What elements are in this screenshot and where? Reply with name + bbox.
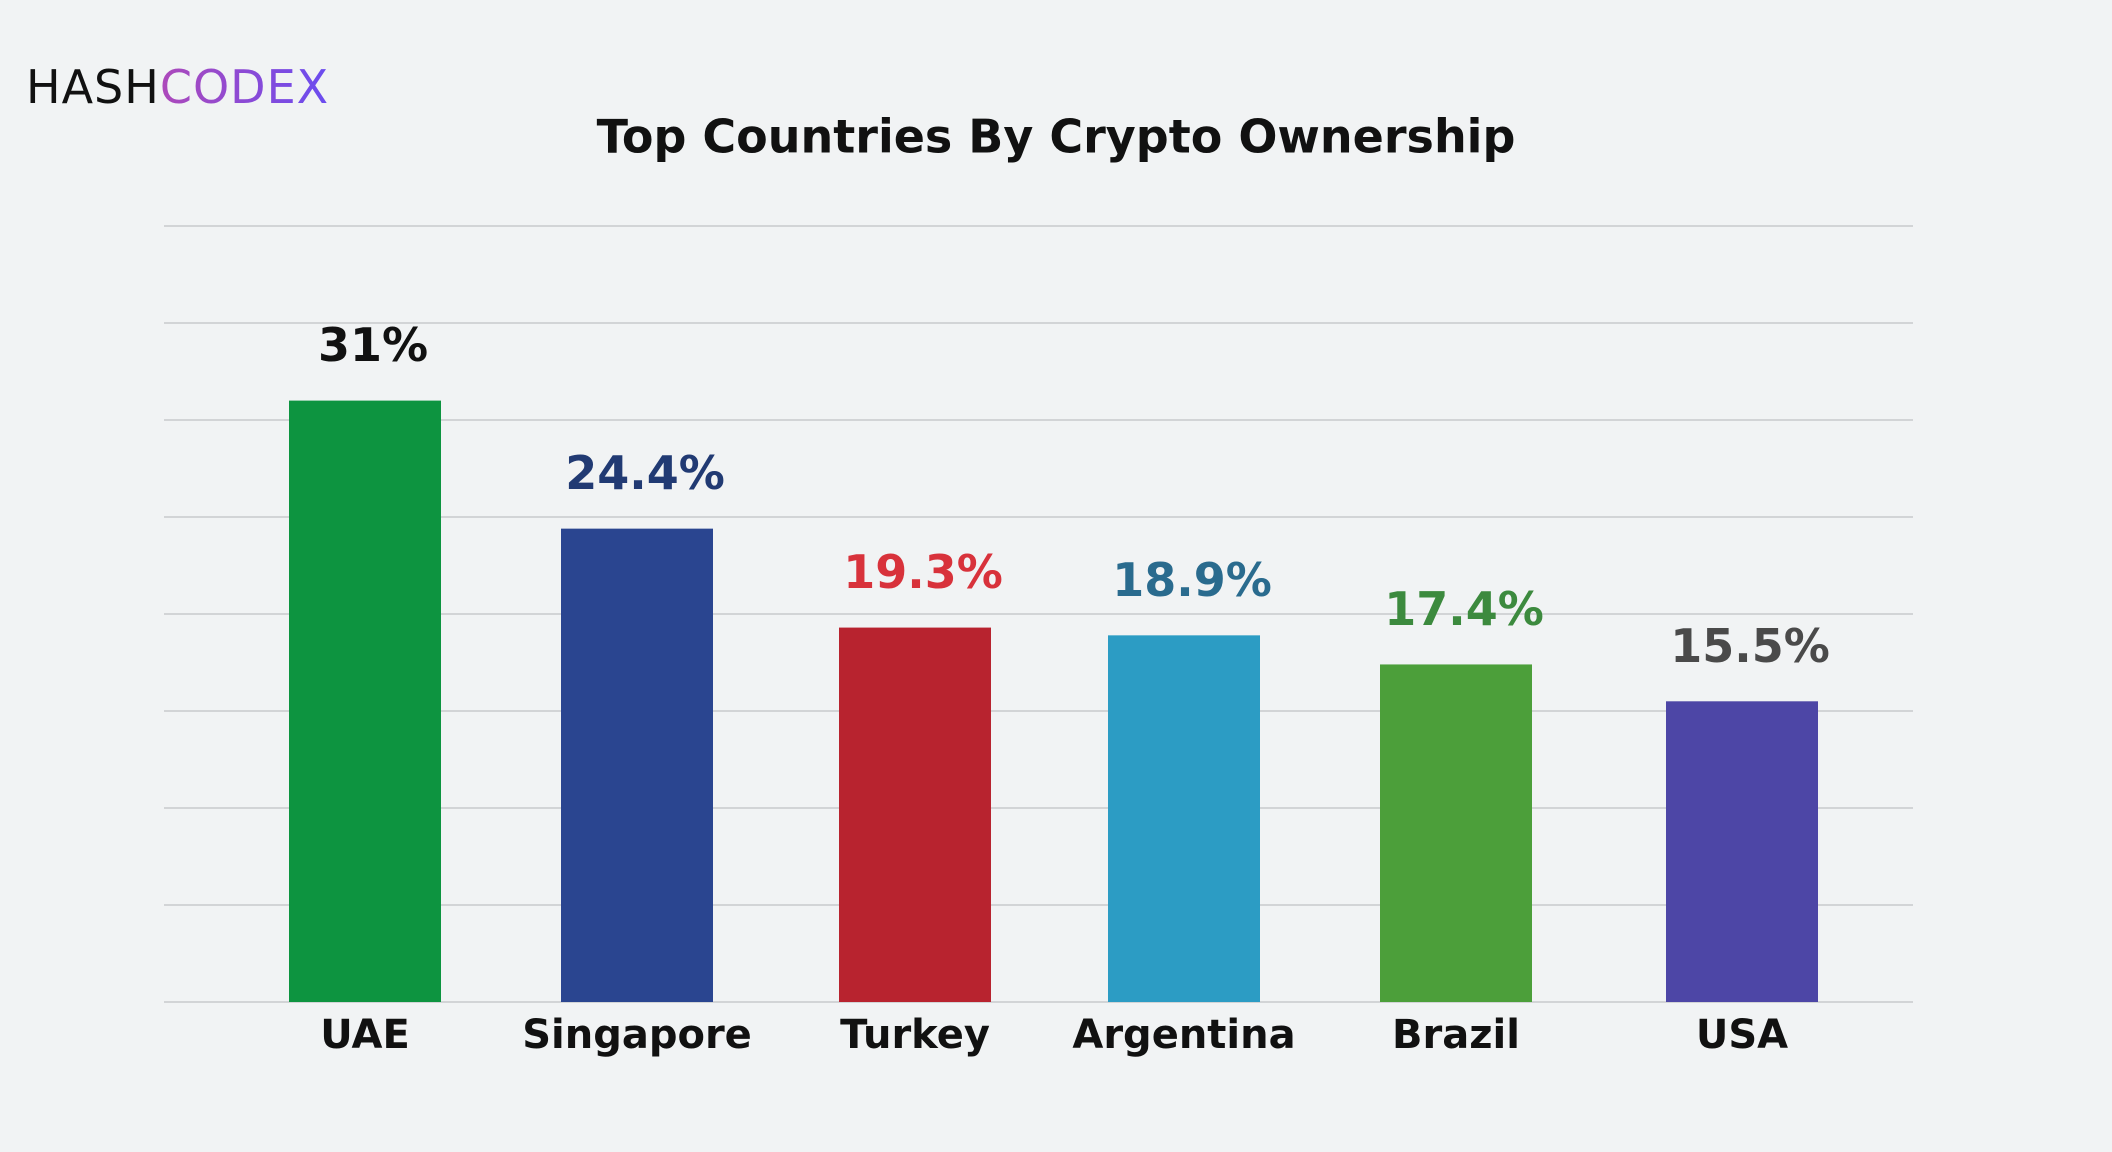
chart-title: Top Countries By Crypto Ownership xyxy=(597,110,1516,164)
value-label: 19.3% xyxy=(843,545,1003,599)
x-tick-label: UAE xyxy=(320,1012,410,1058)
bar xyxy=(1108,635,1260,1002)
value-label: 31% xyxy=(318,318,428,372)
bar xyxy=(289,400,441,1003)
x-tick-label: Singapore xyxy=(522,1012,752,1058)
value-label: 18.9% xyxy=(1112,553,1272,607)
value-label: 17.4% xyxy=(1384,582,1544,636)
logo-part: HASH xyxy=(26,60,160,114)
logo-part: CODEX xyxy=(160,60,329,114)
x-tick-label: Argentina xyxy=(1072,1012,1295,1058)
x-tick-label: Turkey xyxy=(840,1012,990,1058)
bar xyxy=(1666,701,1818,1002)
x-tick-label: USA xyxy=(1696,1012,1788,1058)
bar xyxy=(839,627,991,1002)
x-tick-label: Brazil xyxy=(1392,1012,1520,1058)
bar xyxy=(561,528,713,1002)
bar xyxy=(1380,664,1532,1002)
value-label: 15.5% xyxy=(1670,619,1830,673)
value-label: 24.4% xyxy=(565,446,725,500)
logo: HASHCODEX xyxy=(26,60,329,114)
